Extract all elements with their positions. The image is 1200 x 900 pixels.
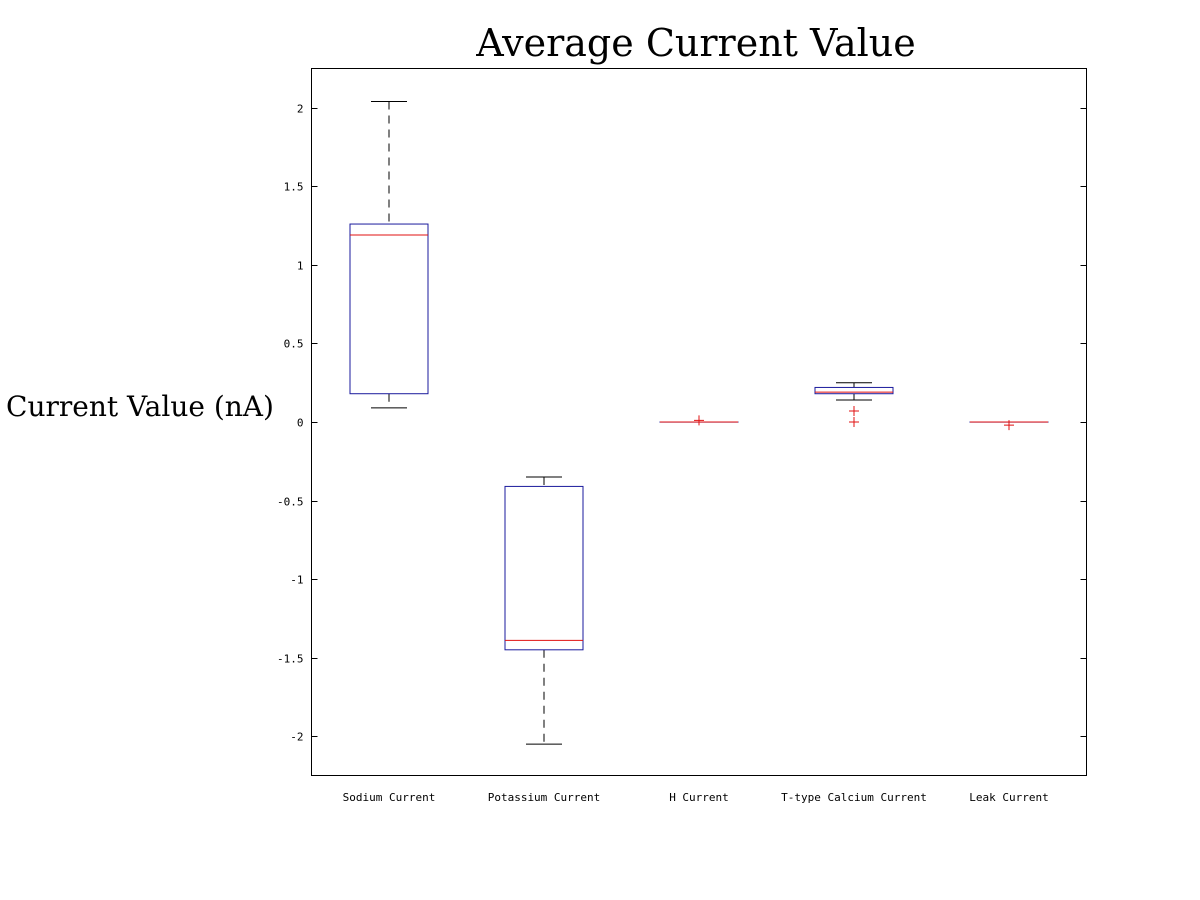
y-tick-label: 1 [297, 260, 304, 273]
iqr-box [814, 386, 894, 395]
x-category-label: Leak Current [969, 791, 1048, 804]
y-tick-label: 1.5 [284, 181, 304, 194]
outlier-marker [694, 415, 704, 426]
x-category-label: Sodium Current [343, 791, 436, 804]
box-4 [969, 420, 1049, 431]
y-tick-label: 2 [297, 103, 304, 116]
box-3 [814, 382, 894, 427]
y-tick-label: -2 [290, 731, 303, 744]
y-tick-label: 0 [297, 417, 304, 430]
iqr-box [349, 223, 429, 395]
outlier-marker [849, 406, 859, 417]
y-tick-label: -0.5 [277, 496, 304, 509]
x-category-label: H Current [669, 791, 729, 804]
outlier-marker [849, 417, 859, 427]
y-axis-label: Current Value (nA) [6, 390, 274, 423]
box-1 [504, 476, 584, 745]
y-tick-label: -1.5 [277, 653, 304, 666]
iqr-box [504, 485, 584, 651]
chart-title: Average Current Value [475, 21, 916, 65]
x-axis-category-labels: Sodium Current Potassium Current H Current… [343, 791, 1049, 804]
y-tick-label: 0.5 [284, 338, 304, 351]
outlier-marker [1004, 420, 1014, 431]
box-0 [349, 100, 429, 409]
y-axis-ticks: 2 1.5 1 0.5 0 -0.5 -1 -1.5 -2 [277, 103, 1087, 744]
box-series [349, 100, 1049, 745]
box-2 [659, 415, 739, 426]
x-category-label: Potassium Current [488, 791, 601, 804]
x-category-label: T-type Calcium Current [781, 791, 927, 804]
y-tick-label: -1 [290, 574, 303, 587]
